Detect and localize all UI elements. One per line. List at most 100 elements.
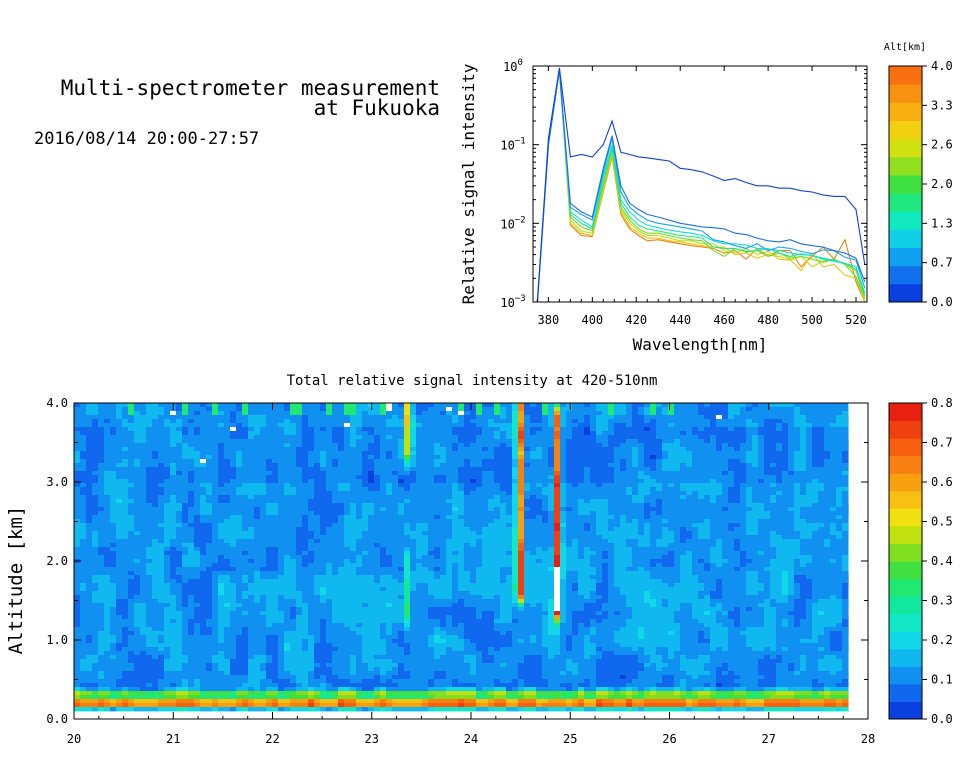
heatmap-cell: [212, 575, 219, 580]
heatmap-cell: [236, 491, 243, 496]
heatmap-cell: [146, 403, 153, 408]
heatmap-cell: [86, 631, 93, 636]
heatmap-cell: [392, 631, 399, 636]
heatmap-cell: [434, 623, 441, 628]
heatmap-cell: [356, 531, 363, 536]
heatmap-cell: [242, 615, 249, 620]
heatmap-cell: [296, 415, 303, 420]
heatmap-cell: [350, 539, 357, 544]
heatmap-cell: [380, 467, 387, 472]
heatmap-cell: [290, 531, 297, 536]
heatmap-cell: [302, 451, 309, 456]
heatmap-cell: [428, 631, 435, 636]
heatmap-cell: [158, 435, 165, 440]
heatmap-cell: [308, 635, 315, 640]
heatmap-cell: [110, 583, 117, 588]
heatmap-cell: [194, 443, 201, 448]
heatmap-cell: [344, 535, 351, 540]
spectrum-series-line-3: [536, 69, 866, 303]
heatmap-cell: [182, 671, 189, 676]
heatmap-cell: [266, 579, 273, 584]
heatmap-cell: [362, 547, 369, 552]
heatmap-cell: [314, 507, 321, 512]
heatmap-cell: [380, 539, 387, 544]
heatmap-cell: [224, 631, 231, 636]
heatmap-cell: [236, 479, 243, 484]
heatmap-cell: [212, 415, 219, 420]
heatmap-cell: [404, 487, 411, 492]
heatmap-cell: [188, 615, 195, 620]
heatmap-cell: [254, 643, 261, 648]
heatmap-cell: [92, 519, 99, 524]
heatmap-cell: [368, 427, 375, 432]
heatmap-cell: [134, 507, 141, 512]
heatmap-cell: [344, 683, 351, 688]
heatmap-cell: [416, 647, 423, 652]
heatmap-cell: [422, 663, 429, 668]
heatmap-cell: [80, 491, 87, 496]
heatmap-cell: [236, 611, 243, 616]
heatmap-cell: [98, 535, 105, 540]
heatmap-cell: [344, 587, 351, 592]
heatmap-cell: [416, 415, 423, 420]
heatmap-cell: [236, 623, 243, 628]
heatmap-cell: [440, 567, 447, 572]
heatmap-cell: [248, 519, 255, 524]
heatmap-cell: [116, 615, 123, 620]
heatmap-cell: [368, 415, 375, 420]
heatmap-cell: [122, 659, 129, 664]
heatmap-cell: [260, 555, 267, 560]
heatmap-cell: [140, 571, 147, 576]
heatmap-cell: [170, 707, 177, 712]
heatmap-cell: [122, 431, 129, 436]
heatmap-cell: [236, 679, 243, 684]
heatmap-cell: [158, 443, 165, 448]
heatmap-cell: [374, 695, 381, 700]
heatmap-cell: [314, 415, 321, 420]
heatmap-cell: [152, 603, 159, 608]
heatmap-cell: [80, 483, 87, 488]
heatmap-cell: [332, 575, 339, 580]
heatmap-cell: [302, 559, 309, 564]
heatmap-cell: [272, 459, 279, 464]
heatmap-cell: [398, 599, 405, 604]
heatmap-cell: [386, 479, 393, 484]
heatmap-cell: [266, 479, 273, 484]
heatmap-cell: [170, 435, 177, 440]
heatmap-cell: [152, 483, 159, 488]
heatmap-cell: [206, 687, 213, 692]
heatmap-cell: [344, 647, 351, 652]
heatmap-cell: [440, 427, 447, 432]
heatmap-cell: [152, 635, 159, 640]
heatmap-cell: [278, 483, 285, 488]
spectrum-x-label: Wavelength[nm]: [633, 335, 768, 354]
heatmap-cell: [422, 439, 429, 444]
heatmap-cell: [116, 443, 123, 448]
heatmap-cell: [344, 691, 351, 696]
heatmap-cell: [302, 663, 309, 668]
heatmap-cell: [146, 647, 153, 652]
heatmap-cell: [254, 687, 261, 692]
heatmap-cell: [290, 679, 297, 684]
heatmap-cell: [422, 431, 429, 436]
heatmap-cell: [158, 679, 165, 684]
heatmap-cell: [314, 647, 321, 652]
heatmap-cell: [188, 655, 195, 660]
heatmap-cell: [140, 535, 147, 540]
heatmap-cell: [344, 439, 351, 444]
heatmap-cell: [272, 447, 279, 452]
heatmap-cell: [236, 427, 243, 432]
heatmap-cell: [116, 651, 123, 656]
heatmap-cell: [224, 619, 231, 624]
heatmap-cell: [92, 631, 99, 636]
heatmap-cell: [212, 447, 219, 452]
heatmap-cell: [368, 623, 375, 628]
heatmap-cell: [332, 623, 339, 628]
heatmap-cell: [98, 435, 105, 440]
heatmap-cell: [188, 403, 195, 408]
heatmap-cell: [104, 415, 111, 420]
heatmap-cell: [344, 407, 351, 412]
heatmap-cell: [98, 523, 105, 528]
heatmap-cell: [392, 647, 399, 652]
heatmap-cell: [194, 699, 201, 704]
